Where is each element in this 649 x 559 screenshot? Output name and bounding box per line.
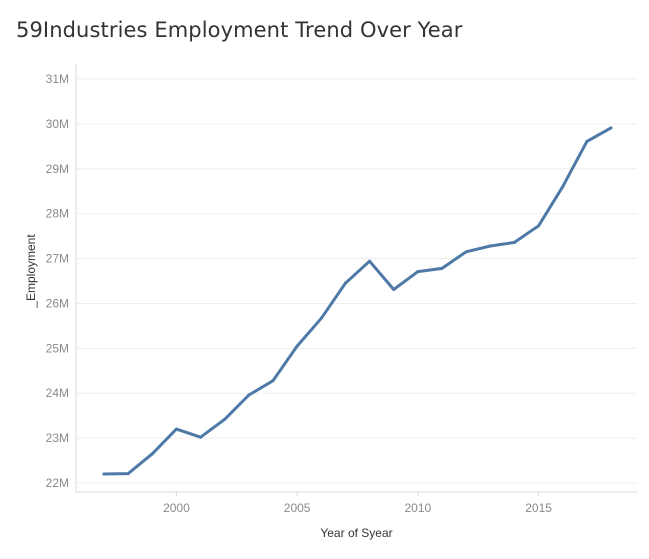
data-point — [488, 244, 492, 248]
data-point — [174, 427, 178, 431]
series-line — [102, 126, 613, 476]
y-tick-label: 25M — [46, 341, 69, 355]
data-point — [150, 452, 154, 456]
y-tick-label: 23M — [46, 431, 69, 445]
gridlines — [76, 78, 637, 484]
data-point — [271, 379, 275, 383]
data-point — [537, 224, 541, 228]
y-tick-label: 24M — [46, 386, 69, 400]
data-point — [512, 240, 516, 244]
data-point — [295, 344, 299, 348]
data-point — [464, 250, 468, 254]
data-point — [223, 417, 227, 421]
x-tick-label: 2000 — [163, 501, 190, 515]
data-point — [416, 270, 420, 274]
x-axis-title: Year of Syear — [320, 526, 392, 540]
x-tick-label: 2015 — [525, 501, 552, 515]
data-point — [247, 393, 251, 397]
data-point — [392, 288, 396, 292]
x-tick-label: 2005 — [284, 501, 311, 515]
y-tick-label: 30M — [46, 117, 69, 131]
data-point — [199, 435, 203, 439]
y-tick-labels: 22M 23M 24M 25M 26M 27M 28M 29M 30M 31M — [46, 72, 69, 490]
y-tick-label: 26M — [46, 296, 69, 310]
series-layer — [102, 126, 613, 476]
y-tick-label: 22M — [46, 476, 69, 490]
data-point — [585, 139, 589, 143]
x-tick-labels: 2000 2005 2010 2015 — [163, 492, 552, 515]
data-point — [609, 126, 613, 130]
x-tick-label: 2010 — [405, 501, 432, 515]
chart-title: 59Industries Employment Trend Over Year — [16, 18, 463, 42]
y-tick-label: 29M — [46, 162, 69, 176]
data-point — [319, 316, 323, 320]
data-point — [368, 259, 372, 263]
y-tick-label: 27M — [46, 252, 69, 266]
data-point — [102, 472, 106, 476]
data-point — [343, 281, 347, 285]
y-axis-title: _Employment — [24, 234, 38, 309]
data-point — [440, 266, 444, 270]
y-tick-label: 31M — [46, 72, 69, 86]
y-tick-label: 28M — [46, 207, 69, 221]
data-point — [561, 185, 565, 189]
data-point — [126, 472, 130, 476]
